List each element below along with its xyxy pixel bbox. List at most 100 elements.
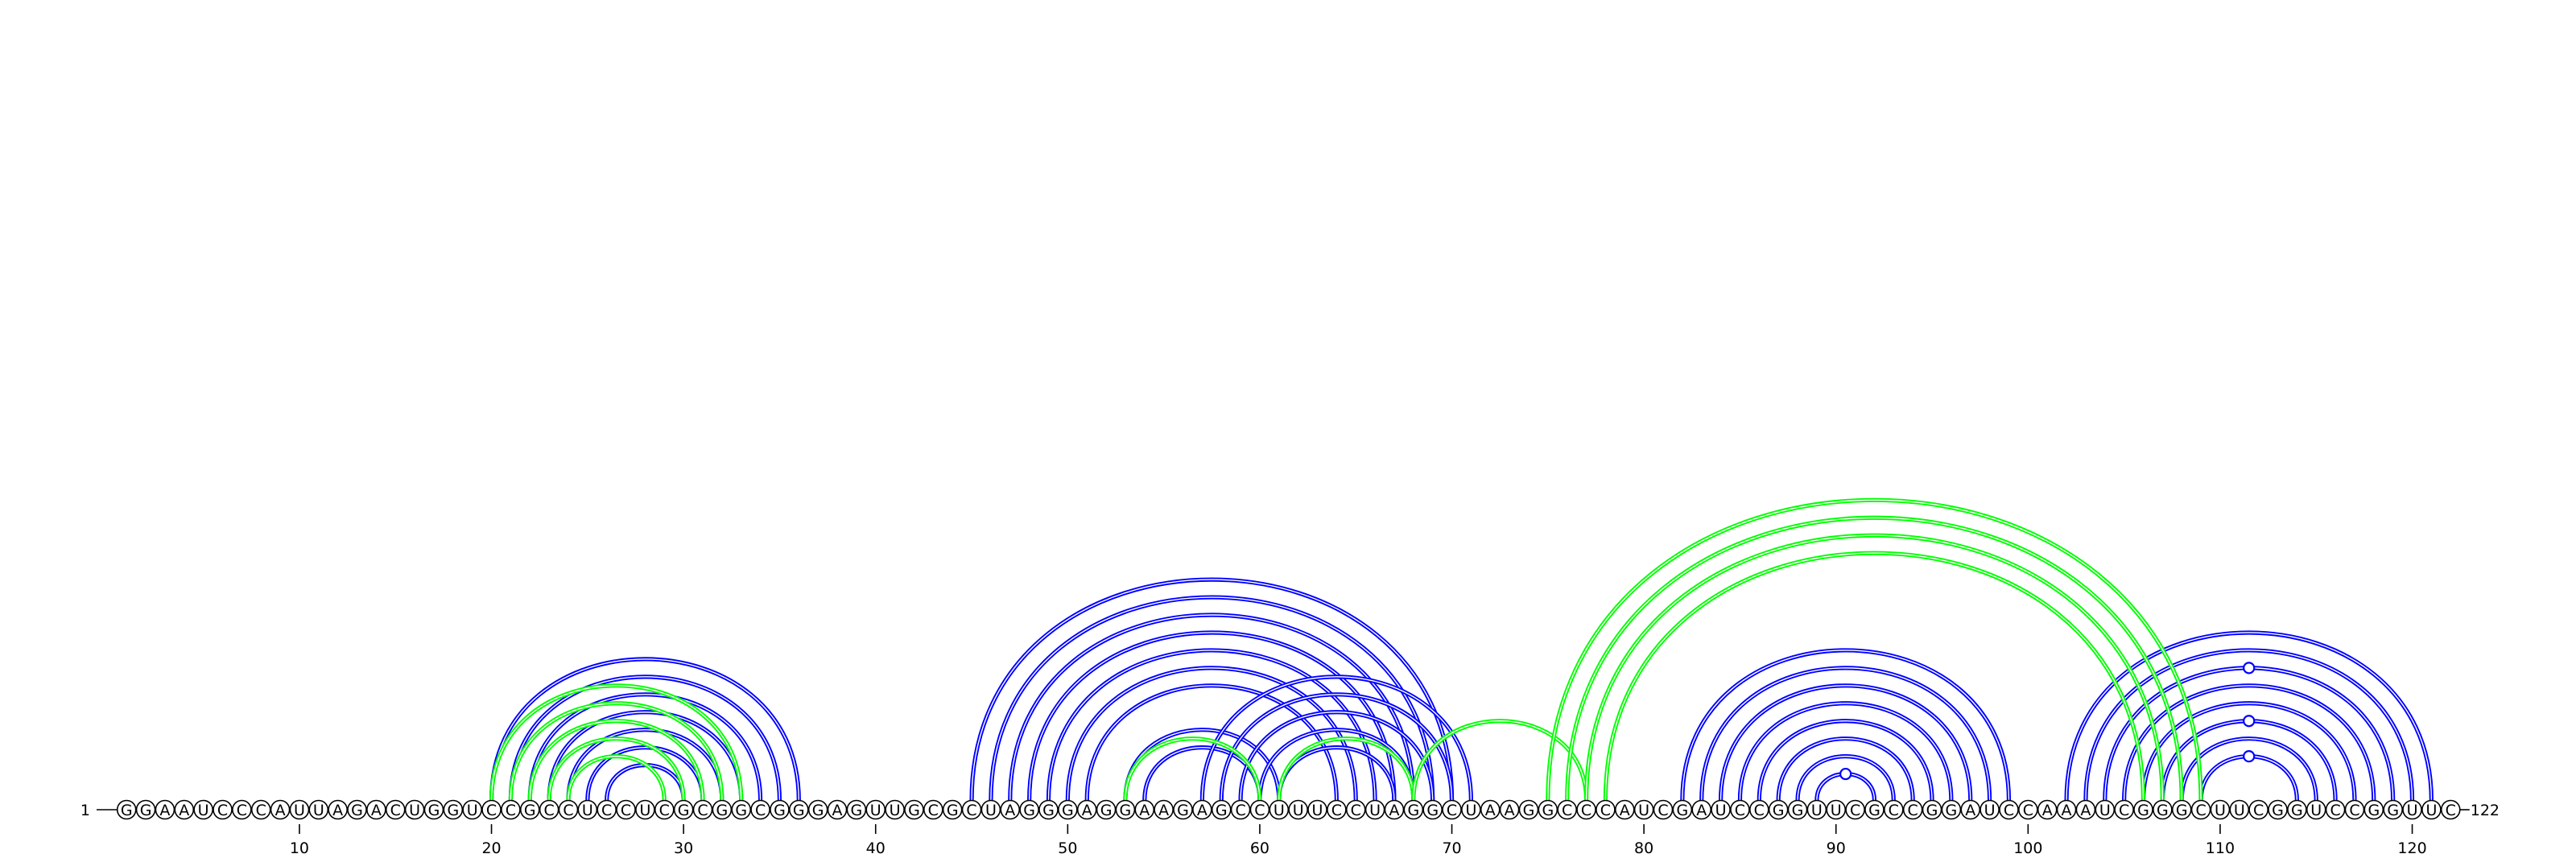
structure-a-arc-core-46-69 [990,596,1434,801]
structure-b-arc-core-20-33 [490,685,742,801]
nucleotide-27: C [616,799,636,820]
nucleotide-circle-66 [1364,799,1385,820]
nucleotide-letter-29: C [659,802,670,819]
structure-a-arc-core-83-98 [1701,667,1991,801]
nucleotide-letter-81: C [1657,802,1668,819]
nucleotide-16: U [404,799,425,820]
nucleotide-letter-5: U [198,802,209,819]
nucleotide-circle-83 [1691,799,1712,820]
nucleotide-letter-14: A [371,802,382,819]
nucleotide-circle-95 [1922,799,1942,820]
structure-a-arc-core-108-115 [2181,737,2317,801]
nucleotide-112: C [2248,799,2268,820]
structure-a-arc-83-98 [1699,666,1992,801]
nucleotide-circle-11 [308,799,329,820]
nucleotide-letter-39: G [851,802,863,819]
structure-b-arcs [489,497,2203,801]
nucleotide-circle-36 [788,799,809,820]
nucleotide-circle-118 [2363,799,2384,820]
nucleotide-circle-33 [731,799,752,820]
loop-marker-104-119 [2243,662,2256,674]
nucleotide-24: C [558,799,579,820]
nucleotide-circle-107 [2153,799,2173,820]
nucleotide-circle-25 [577,799,598,820]
nucleotide-letter-60: C [1254,802,1265,819]
nucleotide-54: A [1134,799,1155,820]
nucleotide-circle-117 [2344,799,2365,820]
nucleotide-letter-113: G [2272,802,2284,819]
structure-a-arc-core-45-70 [971,579,1453,801]
nucleotide-circle-76 [1557,799,1577,820]
nucleotide-61: U [1269,799,1290,820]
nucleotide-letter-22: G [524,802,536,819]
sequence-end-label: 122 [2471,802,2500,819]
structure-a-arc-core-103-120 [2085,650,2413,801]
tick-label-50: 50 [1058,839,1077,857]
structure-a-arc-core-25-31 [587,746,704,801]
nucleotide-letter-53: G [1120,802,1132,819]
nucleotide-46: U [980,799,1001,820]
nucleotide-letter-17: G [428,802,440,819]
nucleotide-45: C [961,799,982,820]
nucleotide-letter-107: G [2157,802,2169,819]
nucleotide-42: G [904,799,924,820]
nucleotide-circle-43 [923,799,943,820]
structure-b-arc-core-76-108 [1567,517,2182,801]
structure-a-arc-core-106-117 [2142,703,2355,801]
nucleotide-74: G [1518,799,1539,820]
nucleotide-letter-98: U [1984,802,1996,819]
structure-b-arc-core-68-77 [1413,720,1587,801]
structure-a-arc-core-22-34 [529,694,762,801]
nucleotide-92: G [1864,799,1885,820]
nucleotide-55: A [1154,799,1174,820]
nucleotide-letter-8: C [256,802,266,819]
tick-label-30: 30 [674,839,693,857]
nucleotide-83: A [1691,799,1712,820]
structure-a-arc-85-96 [1737,701,1954,801]
loop-marker-89-92 [1839,767,1852,781]
nucleotide-letter-2: G [140,802,152,819]
nucleotide-40: U [865,799,886,820]
nucleotide-letter-61: U [1274,802,1285,819]
nucleotide-circle-15 [385,799,406,820]
nucleotide-letter-112: C [2253,802,2264,819]
nucleotide-letter-115: U [2310,802,2322,819]
nucleotide-circle-58 [1211,799,1232,820]
structure-b-arc-68-77 [1411,719,1589,801]
nucleotide-letter-7: C [237,802,247,819]
nucleotide-circle-108 [2171,799,2192,820]
nucleotide-letter-96: G [1946,802,1958,819]
nucleotide-circle-10 [289,799,310,820]
nucleotide-76: C [1557,799,1577,820]
nucleotide-letter-46: U [985,802,997,819]
nucleotide-70: C [1442,799,1462,820]
nucleotide-circle-53 [1115,799,1136,820]
nucleotide-letter-4: A [179,802,189,819]
nucleotide-114: G [2287,799,2307,820]
nucleotide-116: C [2325,799,2346,820]
tick-label-40: 40 [866,839,886,857]
nucleotide-circle-67 [1384,799,1405,820]
nucleotide-letter-65: C [1351,802,1361,819]
structure-a-arc-core-102-121 [2066,632,2433,801]
nucleotide-117: C [2344,799,2365,820]
nucleotide-circle-73 [1499,799,1520,820]
nucleotide-letter-40: U [870,802,881,819]
nucleotide-letter-75: G [1542,802,1554,819]
nucleotide-letter-83: A [1696,802,1707,819]
structure-b-arc-core-22-31 [529,720,704,801]
nucleotide-33: G [731,799,752,820]
structure-b-arc-core-23-30 [548,737,684,801]
nucleotide-53: G [1115,799,1136,820]
tick-label-20: 20 [481,839,501,857]
structure-a-arc-core-86-95 [1758,720,1933,801]
structure-b-arc-core-78-106 [1604,552,2145,801]
structure-a-arc-core-24-32 [568,729,723,801]
nucleotide-circle-87 [1768,799,1789,820]
nucleotide-letter-97: A [1965,802,1975,819]
nucleotide-letter-73: A [1505,802,1515,819]
tick-label-80: 80 [1634,839,1653,857]
loop-marker-109-114 [2243,750,2256,763]
tick-label-90: 90 [1827,839,1846,857]
nucleotide-circle-82 [1672,799,1693,820]
